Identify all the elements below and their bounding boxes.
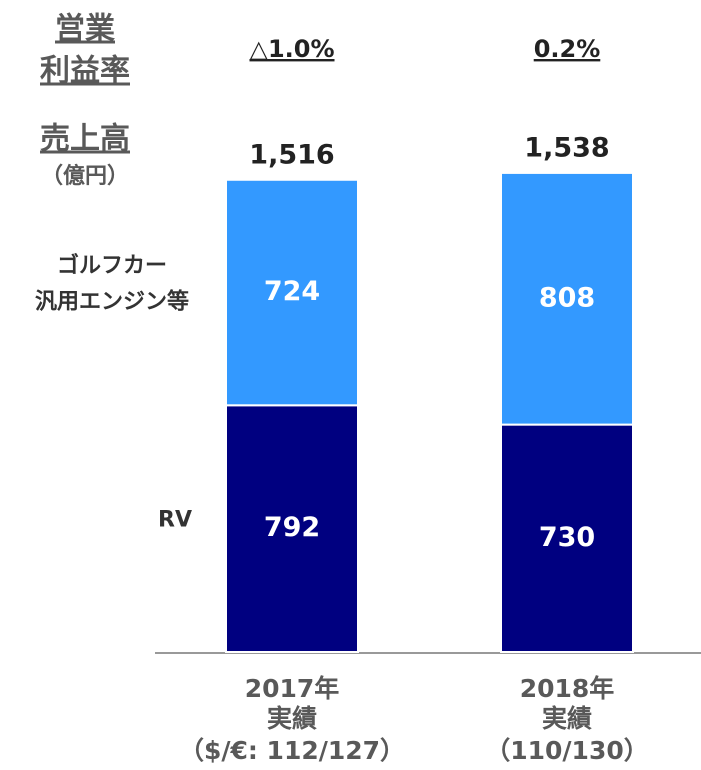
- segment-label: 724: [264, 276, 320, 307]
- legend-label: ゴルフカー: [57, 253, 167, 279]
- total-label: 1,516: [249, 139, 334, 170]
- segment-label: 792: [264, 512, 320, 543]
- x-tick-sublabel: 実績: [267, 704, 317, 733]
- legend-label: 汎用エンジン等: [35, 289, 189, 315]
- x-tick-label: 2017年: [245, 674, 340, 703]
- sales-title: 売上高: [40, 122, 130, 157]
- segment-label: 730: [539, 522, 595, 553]
- bar-segment: [225, 178, 359, 407]
- x-tick-note: （110/130）: [485, 736, 649, 765]
- total-label: 1,538: [524, 132, 609, 163]
- margin-label: △1.0%: [249, 35, 334, 63]
- legend-label: RV: [158, 508, 192, 533]
- x-tick-label: 2018年: [520, 674, 615, 703]
- bar-segment: [500, 171, 634, 426]
- x-tick-note: （$/€: 112/127）: [179, 736, 405, 765]
- margin-title: 利益率: [40, 54, 130, 89]
- margin-label: 0.2%: [534, 35, 601, 63]
- bar-segment: [225, 404, 359, 653]
- segment-label: 808: [539, 282, 595, 313]
- x-tick-sublabel: 実績: [542, 704, 592, 733]
- margin-title: 営業: [55, 12, 115, 47]
- unit-label: （億円）: [41, 163, 129, 189]
